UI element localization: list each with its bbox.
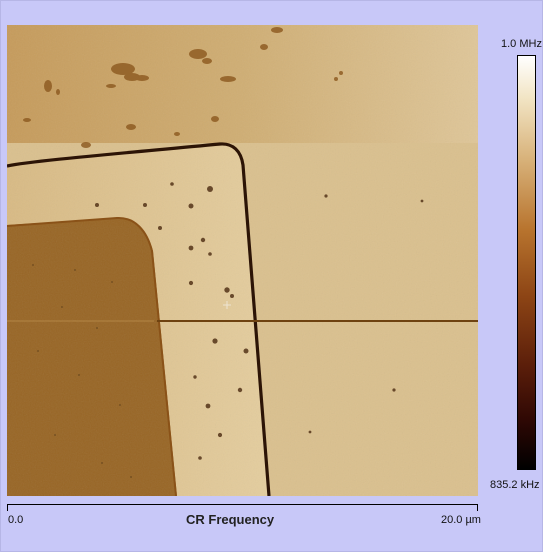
x-axis-min-label: 0.0	[8, 514, 24, 526]
afm-frequency-map	[7, 25, 478, 496]
x-axis-max-label: 20.0 µm	[441, 514, 481, 526]
x-axis-line	[7, 504, 478, 505]
colorbar-min-label: 835.2 kHz	[490, 479, 540, 491]
colorbar-max-label: 1.0 MHz	[501, 38, 542, 50]
x-axis-left-tick	[7, 504, 8, 511]
crosshair-marker[interactable]	[223, 301, 231, 309]
afm-frequency-image	[7, 25, 478, 496]
image-title: CR Frequency	[186, 512, 275, 527]
colorbar	[517, 55, 536, 470]
x-axis-right-tick	[477, 504, 478, 511]
